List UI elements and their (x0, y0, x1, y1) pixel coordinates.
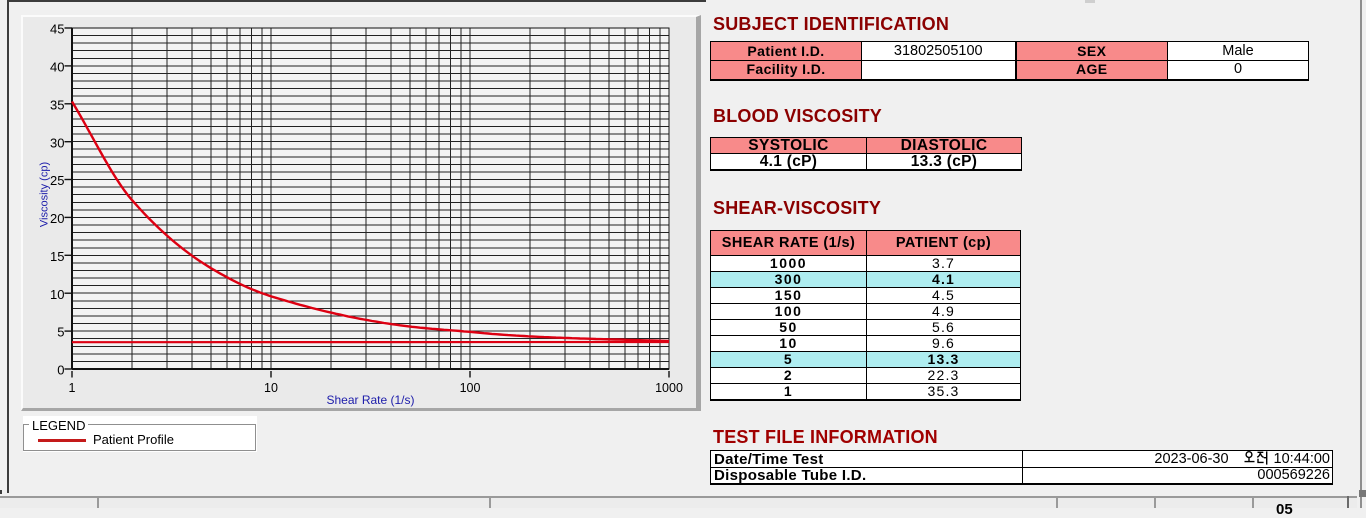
svg-text:25: 25 (50, 173, 64, 188)
svg-text:40: 40 (50, 60, 64, 75)
svg-text:1000: 1000 (655, 381, 683, 395)
svg-text:30: 30 (50, 135, 64, 150)
svg-text:45: 45 (50, 22, 64, 37)
svg-text:35: 35 (50, 97, 64, 112)
svg-text:10: 10 (50, 287, 64, 302)
svg-text:5: 5 (57, 325, 64, 340)
svg-text:10: 10 (264, 381, 278, 395)
svg-text:Shear Rate (1/s): Shear Rate (1/s) (326, 393, 414, 407)
svg-text:1: 1 (69, 381, 76, 395)
svg-text:Viscosity (cp): Viscosity (cp) (39, 162, 51, 227)
svg-text:20: 20 (50, 211, 64, 226)
svg-text:15: 15 (50, 249, 64, 264)
svg-text:0: 0 (57, 363, 64, 378)
svg-text:100: 100 (460, 381, 481, 395)
